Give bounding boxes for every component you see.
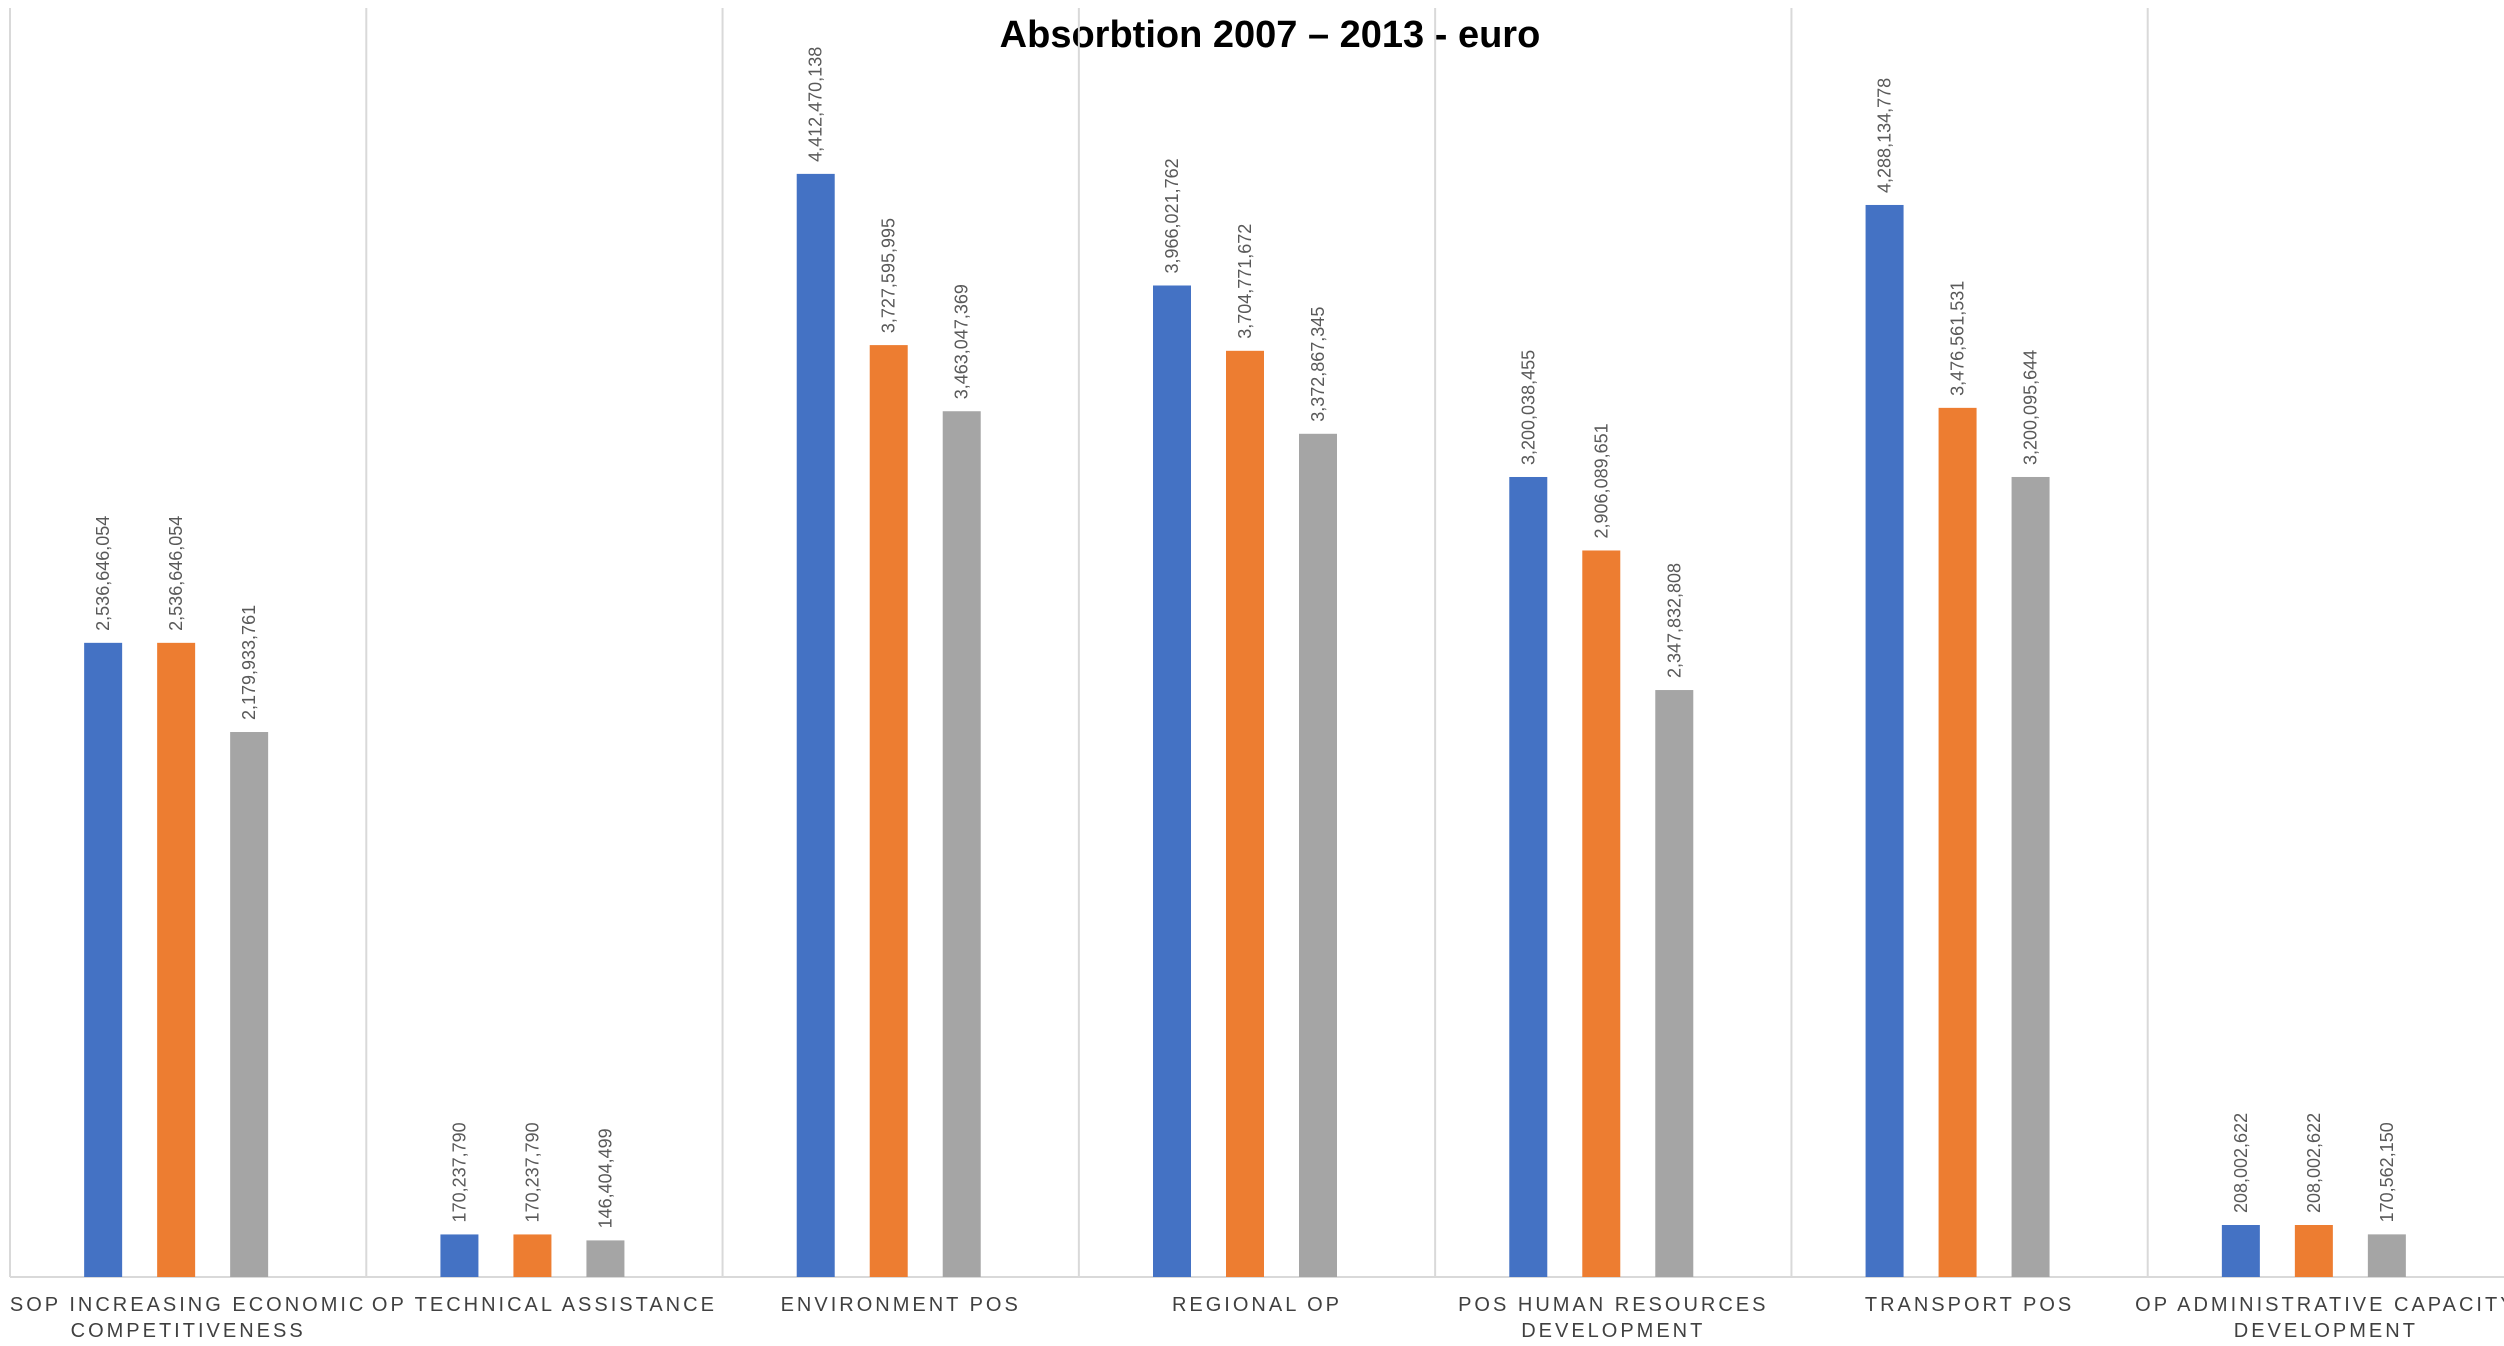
chart-title: Absorbtion 2007 – 2013 - euro xyxy=(1000,14,1541,56)
data-label: 170,237,790 xyxy=(522,1122,542,1222)
bar xyxy=(230,732,269,1277)
data-label: 3,704,771,672 xyxy=(1235,224,1255,339)
data-label: 4,288,134,778 xyxy=(1875,78,1895,193)
data-label: 3,966,021,762 xyxy=(1162,158,1182,273)
category-label: DEVELOPMENT xyxy=(1521,1320,1705,1341)
bar xyxy=(440,1234,479,1277)
data-label: 208,002,622 xyxy=(2231,1113,2251,1213)
bar xyxy=(157,642,196,1277)
bar xyxy=(84,642,123,1277)
data-label: 3,200,095,644 xyxy=(2021,350,2041,465)
category-label: COMPETITIVENESS xyxy=(71,1320,306,1341)
bar xyxy=(1938,407,1977,1277)
bar xyxy=(1865,204,1904,1277)
data-label: 170,562,150 xyxy=(2377,1122,2397,1222)
data-label: 170,237,790 xyxy=(449,1122,469,1222)
category-labels: SOP INCREASING ECONOMIC COMPETITIVENESS OP… xyxy=(10,1294,2504,1342)
data-label: 4,412,470,138 xyxy=(806,47,826,162)
data-label: 2,536,646,054 xyxy=(93,516,113,631)
bars xyxy=(84,173,2406,1278)
bar xyxy=(2011,476,2050,1277)
data-label: 3,200,038,455 xyxy=(1518,350,1538,465)
category-label: DEVELOPMENT xyxy=(2234,1320,2418,1341)
bar xyxy=(513,1234,552,1277)
bar xyxy=(1299,433,1337,1277)
data-label: 2,179,933,761 xyxy=(239,605,259,720)
category-label: OP TECHNICAL ASSISTANCE xyxy=(372,1294,717,1316)
value-labels: 2,536,646,054 170,237,790 4,412,470,138 3,9… xyxy=(93,47,2397,1229)
category-label: ENVIRONMENT POS xyxy=(781,1294,1021,1316)
category-label: OP ADMINISTRATIVE CAPACITY xyxy=(2135,1294,2504,1316)
data-label: 3,476,561,531 xyxy=(1948,281,1968,396)
data-label: 2,906,089,651 xyxy=(1591,423,1611,538)
bar xyxy=(2294,1224,2333,1277)
bar xyxy=(1509,476,1548,1278)
data-label: 146,404,499 xyxy=(595,1128,615,1228)
category-label: SOP INCREASING ECONOMIC xyxy=(10,1294,366,1316)
data-label: 208,002,622 xyxy=(2304,1113,2324,1213)
bar xyxy=(1153,285,1191,1277)
bar xyxy=(2367,1234,2406,1277)
data-label: 3,372,867,345 xyxy=(1308,307,1328,422)
data-label: 2,347,832,808 xyxy=(1664,563,1684,678)
bar xyxy=(942,411,981,1277)
bar xyxy=(2221,1224,2260,1277)
category-label: POS HUMAN RESOURCES xyxy=(1458,1294,1768,1316)
category-label: REGIONAL OP xyxy=(1172,1294,1342,1316)
bar xyxy=(869,345,908,1277)
data-label: 2,536,646,054 xyxy=(166,516,186,631)
bar xyxy=(1226,350,1264,1277)
bar xyxy=(1582,550,1621,1277)
data-label: 3,727,595,995 xyxy=(879,218,899,333)
data-label: 3,463,047,369 xyxy=(952,284,972,399)
category-label: TRANSPORT POS xyxy=(1865,1294,2074,1316)
bar xyxy=(1655,690,1694,1277)
bar xyxy=(586,1240,625,1277)
bar xyxy=(796,173,835,1278)
